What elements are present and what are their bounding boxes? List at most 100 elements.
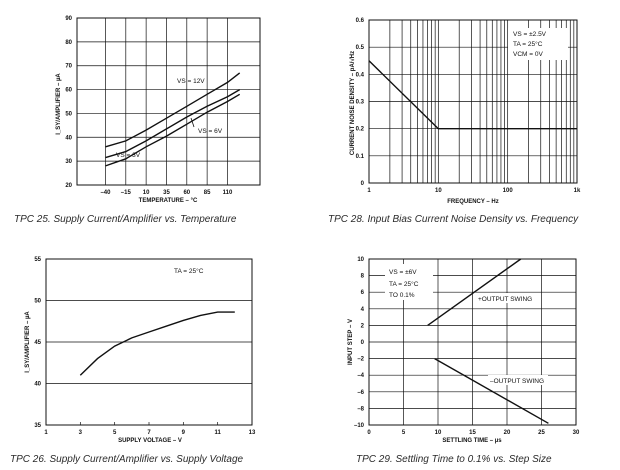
c1-y-tick-4: 60 <box>65 88 72 94</box>
c3-y-axis-label: I_SY/AMPLIFIER – µA <box>25 311 31 373</box>
c4-annotation-plus-swing: +OUTPUT SWING <box>478 296 532 303</box>
c1-series-line-0 <box>105 72 241 148</box>
c4-label-bg-plus <box>476 293 540 303</box>
c3-y-tick-labels: 35 40 45 50 55 <box>34 257 41 429</box>
c3-x-tick-1: 3 <box>79 430 83 436</box>
c1-series-line-2 <box>105 93 241 167</box>
c1-x-grid-tick-2: 10 <box>143 190 150 196</box>
c3-caption: TPC 26. Supply Current/Amplifier vs. Sup… <box>10 454 244 465</box>
c2-annotation-ta: TA = 25°C <box>513 40 543 48</box>
c2-x-tick-0: 1 <box>367 188 371 194</box>
c1-annotation-vs-12v: VS = 12V <box>177 78 205 85</box>
c2-x-tick-1: 10 <box>435 188 442 194</box>
c3-annotation-ta: TA = 25°C <box>174 267 204 275</box>
c4-annotation-ta: TA = 25°C <box>389 280 419 288</box>
c4-y-tick-3: 4 <box>361 307 365 313</box>
c1-x-grid-tick-4: 60 <box>183 190 190 196</box>
c4-legend-box <box>385 264 433 300</box>
c3-x-tick-2: 5 <box>113 430 117 436</box>
c1-y-tick-0: 20 <box>65 183 72 189</box>
c3-y-tick-1: 40 <box>34 382 41 388</box>
c1-y-tick-labels: 20 30 40 50 60 70 80 90 <box>65 16 72 189</box>
c4-series-line-1 <box>434 357 549 424</box>
c4-x-tick-3: 15 <box>469 430 476 436</box>
c3-legend-box <box>172 264 214 276</box>
c1-annotation-vs-6v: VS = 6V <box>198 128 223 135</box>
c2-y-axis-label: CURRENT NOISE DENSITY – pA/√Hz <box>349 51 356 155</box>
c1-x-grid-tick-6: 110 <box>223 190 233 196</box>
c2-plot-frame <box>368 19 578 184</box>
c4-y-tick-1: 8 <box>361 274 365 280</box>
c3-y-tick-0: 35 <box>34 423 41 429</box>
c3-series-group <box>79 311 235 376</box>
c4-annotation-to: TO 0.1% <box>389 292 415 299</box>
c4-y-tick-10: –10 <box>354 423 365 429</box>
c2-x-tick-2: 100 <box>503 188 514 194</box>
c1-y-tick-6: 80 <box>65 40 72 46</box>
c4-y-tick-5: 0 <box>361 340 365 346</box>
c1-x-axis-label: TEMPERATURE – °C <box>139 198 198 204</box>
c2-y-tick-4: 0.4 <box>356 72 365 78</box>
c1-pointer-arrow <box>190 117 195 128</box>
c4-y-tick-6: –2 <box>357 357 364 363</box>
c1-x-grid-tick-1: –15 <box>121 190 132 196</box>
c1-plot-frame <box>76 17 261 186</box>
c4-y-tick-9: –8 <box>357 406 364 412</box>
c4-y-tick-8: –6 <box>357 390 364 396</box>
c4-y-tick-4: 2 <box>361 323 365 329</box>
c1-y-tick-2: 40 <box>65 135 72 141</box>
c3-y-tick-3: 50 <box>34 299 41 305</box>
c2-annotation-vs: VS = ±2.5V <box>513 31 547 38</box>
c3-plot-frame <box>45 258 253 426</box>
c3-gridlines <box>45 258 253 426</box>
c2-legend-box <box>508 28 568 60</box>
c1-x-grid-tick-0: –40 <box>100 190 111 196</box>
c1-x-grid-tick-3: 35 <box>163 190 170 196</box>
c4-y-axis-label: INPUT STEP – V <box>348 319 354 365</box>
c3-x-tick-3: 7 <box>147 430 151 436</box>
c1-y-tick-7: 90 <box>65 16 72 22</box>
c2-y-tick-2: 0.2 <box>356 127 365 133</box>
c2-x-tick-3: 1k <box>574 188 581 194</box>
c1-series-line-1 <box>105 88 241 159</box>
c2-x-axis-label: FREQUENCY – Hz <box>447 199 499 205</box>
c2-y-tick-1: 0.1 <box>356 154 365 160</box>
c3-x-tick-0: 1 <box>44 430 48 436</box>
c4-series-line-0 <box>427 258 522 326</box>
c4-x-tick-5: 25 <box>538 430 545 436</box>
c3-x-tick-6: 13 <box>249 430 256 436</box>
c1-series-group <box>105 72 241 167</box>
c4-plot-frame <box>368 258 577 426</box>
c4-annotation-vs: VS = ±6V <box>389 269 417 276</box>
c4-y-tick-2: 6 <box>361 290 365 296</box>
c4-annotation-minus-swing: –OUTPUT SWING <box>490 378 544 385</box>
c4-x-tick-4: 20 <box>504 430 511 436</box>
c2-series-line-0 <box>368 60 577 130</box>
c1-caption: TPC 25. Supply Current/Amplifier vs. Tem… <box>14 214 237 225</box>
c1-y-axis-label: I_SY/AMPLIFIER – µA <box>56 73 62 135</box>
c3-x-tick-4: 9 <box>182 430 186 436</box>
c4-x-tick-0: 0 <box>367 430 371 436</box>
c4-series-group <box>427 258 549 424</box>
c2-caption: TPC 28. Input Bias Current Noise Density… <box>328 214 579 225</box>
c1-gridlines <box>77 17 260 186</box>
c3-x-tick-5: 11 <box>214 430 221 436</box>
c1-y-tick-3: 50 <box>65 111 72 117</box>
c4-label-bg-minus <box>488 375 548 385</box>
c4-y-tick-7: –4 <box>357 373 364 379</box>
c4-x-tick-1: 5 <box>402 430 406 436</box>
c3-y-tick-4: 55 <box>34 257 41 263</box>
c1-x-grid-tick-labels: –40 –15 10 35 60 85 110 <box>100 190 233 196</box>
c2-x-tick-labels: 1 10 100 1k <box>367 188 581 194</box>
c4-x-tick-labels: 0 5 10 15 20 25 30 <box>367 430 580 436</box>
c1-y-tick-1: 30 <box>65 159 72 165</box>
chart-current-noise-vs-frequency: 00.10.20.30.40.50.6 1 10 100 1k VS = ±2.5V … <box>328 18 581 225</box>
c2-annotation-vcm: VCM = 0V <box>513 51 543 58</box>
c2-y-tick-labels: 0 0.1 0.2 0.3 0.4 0.5 0.6 <box>356 18 365 187</box>
c4-x-tick-2: 10 <box>435 430 442 436</box>
c4-x-axis-label: SETTLING TIME – µs <box>442 438 502 444</box>
c3-y-tick-2: 45 <box>34 340 41 346</box>
